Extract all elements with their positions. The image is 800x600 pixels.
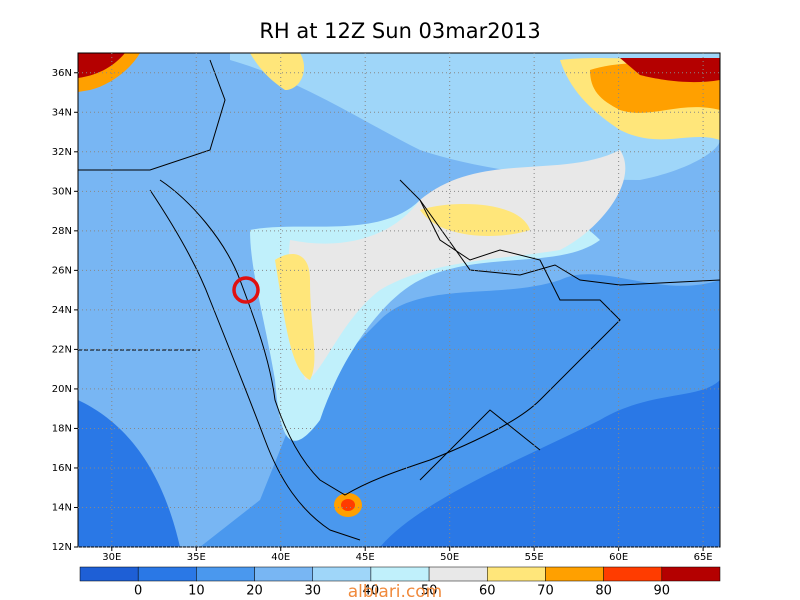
x-tick-label: 55E — [525, 552, 544, 563]
colorbar-label: 90 — [654, 584, 671, 599]
colorbar-box — [254, 566, 313, 582]
y-tick-label: 18N — [52, 423, 72, 434]
y-tick-label: 32N — [52, 147, 72, 158]
x-tick-label: 60E — [609, 552, 628, 563]
y-tick-label: 26N — [52, 265, 72, 276]
location-marker — [232, 276, 260, 304]
y-tick-label: 34N — [52, 107, 72, 118]
field — [78, 53, 720, 547]
colorbar-label: 70 — [537, 584, 554, 599]
x-tick-label: 65E — [694, 552, 713, 563]
colorbar-label: 60 — [479, 584, 496, 599]
colorbar-box — [312, 566, 372, 582]
watermark: albiari.com — [348, 582, 443, 600]
x-tick-label: 35E — [187, 552, 206, 563]
y-tick-label: 12N — [52, 542, 72, 553]
colorbar-label: 50 — [421, 584, 438, 599]
x-tick-label: 30E — [102, 552, 121, 563]
map-frame — [77, 52, 721, 548]
y-tick-label: 36N — [52, 68, 72, 79]
x-tick-label: 50E — [440, 552, 459, 563]
colorbar-box — [661, 566, 721, 582]
colorbar-label: 0 — [134, 584, 142, 599]
colorbar-label: 30 — [304, 584, 321, 599]
y-tick-label: 24N — [52, 305, 72, 316]
colorbar-box — [79, 566, 139, 582]
colorbar-label: 20 — [246, 584, 263, 599]
x-tick-label: 45E — [356, 552, 375, 563]
colorbar-label: 40 — [363, 584, 380, 599]
colorbar-box — [545, 566, 604, 582]
colorbar-box — [196, 566, 255, 582]
colorbar-label: 10 — [188, 584, 205, 599]
y-tick-label: 14N — [52, 502, 72, 513]
y-tick-label: 28N — [52, 226, 72, 237]
y-tick-label: 16N — [52, 463, 72, 474]
colorbar-box — [487, 566, 546, 582]
x-tick-label: 40E — [271, 552, 290, 563]
colorbar-box — [370, 566, 430, 582]
y-tick-label: 20N — [52, 384, 72, 395]
colorbar-box — [137, 566, 197, 582]
colorbar-label: 80 — [595, 584, 612, 599]
colorbar-box — [603, 566, 663, 582]
y-tick-label: 30N — [52, 186, 72, 197]
y-tick-label: 22N — [52, 344, 72, 355]
colorbar-box — [428, 566, 488, 582]
map-title: RH at 12Z Sun 03mar2013 — [259, 19, 540, 43]
